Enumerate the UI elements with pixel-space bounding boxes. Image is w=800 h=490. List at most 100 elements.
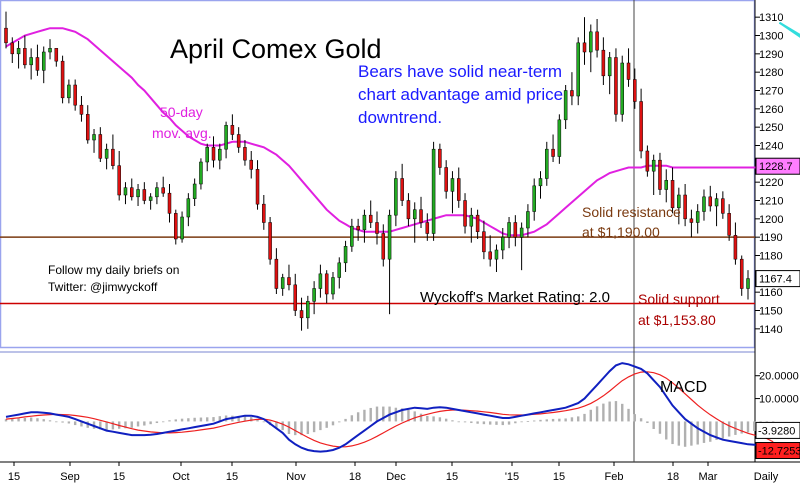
bear-note-line-2: chart advantage amid price <box>358 85 563 104</box>
candle <box>375 211 379 245</box>
candle-body <box>218 148 222 161</box>
histogram-bar <box>753 421 756 432</box>
candle <box>695 204 700 234</box>
candle <box>255 160 260 210</box>
candle <box>111 134 115 170</box>
candle-body <box>130 187 134 198</box>
candle-body <box>526 211 530 229</box>
candle <box>689 209 694 238</box>
candle <box>475 209 480 239</box>
candle <box>136 184 140 206</box>
candle <box>274 248 279 294</box>
histogram-bar <box>294 421 297 436</box>
histogram-bar <box>746 421 750 433</box>
histogram-bar <box>463 421 467 423</box>
candle <box>174 209 178 245</box>
histogram-bar <box>180 418 184 422</box>
histogram-bar <box>4 419 8 422</box>
histogram-bar <box>325 421 328 428</box>
candle-body <box>469 214 474 227</box>
candle-body <box>519 227 524 238</box>
candle <box>218 143 222 170</box>
histogram-bar <box>558 418 561 422</box>
histogram-bar <box>488 421 492 425</box>
candle-body <box>306 301 310 319</box>
candle-body <box>35 57 40 71</box>
histogram-bar <box>639 418 643 422</box>
histogram-bar <box>61 421 64 423</box>
price-tick-label: 1180 <box>759 251 783 263</box>
candle <box>519 222 524 271</box>
candle-body <box>589 31 593 53</box>
histogram-bar <box>212 417 215 422</box>
candle <box>117 151 121 201</box>
candle <box>412 202 417 243</box>
histogram-bar <box>29 417 33 422</box>
histogram-bar <box>237 415 240 422</box>
histogram-bar <box>124 421 127 429</box>
histogram-bar <box>369 407 372 422</box>
histogram-bar <box>36 418 39 422</box>
candle <box>387 209 392 315</box>
candle <box>425 213 430 241</box>
candle <box>211 136 216 168</box>
candle <box>262 195 266 230</box>
candle-body <box>601 49 606 77</box>
candle-body <box>48 48 52 53</box>
candle <box>733 222 738 265</box>
candle <box>488 235 492 267</box>
candle <box>438 143 442 175</box>
candle-body <box>161 187 165 194</box>
candle-body <box>85 114 90 141</box>
candle <box>639 88 643 159</box>
candle <box>312 281 316 315</box>
candle <box>501 228 505 260</box>
candle <box>513 215 518 247</box>
histogram-bar <box>193 417 196 422</box>
candle-body <box>224 125 228 150</box>
histogram-bar <box>482 421 486 425</box>
histogram-bar <box>595 406 599 422</box>
macd-badge-label: -3.9280 <box>758 425 795 437</box>
candle-body <box>431 148 436 234</box>
histogram-bar <box>533 420 536 422</box>
candle-body <box>419 209 423 223</box>
histogram-bar <box>400 408 404 422</box>
candle-body <box>249 159 253 170</box>
macd-badge <box>755 442 800 460</box>
histogram-bar <box>199 417 203 422</box>
candle <box>230 114 235 140</box>
x-tick-label: 15 <box>226 471 238 483</box>
candle <box>570 72 574 106</box>
candle-body <box>54 48 59 62</box>
candle-body <box>280 277 285 289</box>
candle <box>589 24 593 73</box>
x-tick-label: Sep <box>60 471 80 483</box>
candle-body <box>570 90 574 97</box>
candle-body <box>677 194 681 209</box>
histogram-bar <box>432 416 435 422</box>
histogram-bar <box>627 408 630 422</box>
candle-body <box>262 203 266 223</box>
candle <box>148 193 153 210</box>
candle <box>324 270 329 304</box>
candle <box>199 158 203 190</box>
candle <box>595 19 599 58</box>
histogram-bar <box>551 418 555 422</box>
candle <box>142 182 147 205</box>
histogram-bar <box>690 421 693 446</box>
histogram-bar <box>602 403 605 422</box>
candle <box>633 68 637 109</box>
candle <box>683 184 687 227</box>
candle-body <box>186 198 191 218</box>
candle <box>4 11 8 49</box>
candle <box>243 140 247 166</box>
candle-body <box>293 284 298 311</box>
histogram-bar <box>80 421 83 427</box>
candle-body <box>236 134 241 148</box>
histogram-bar <box>143 421 146 426</box>
candle-body <box>595 31 599 51</box>
histogram-bar <box>514 421 517 424</box>
histogram-bar <box>375 406 379 422</box>
